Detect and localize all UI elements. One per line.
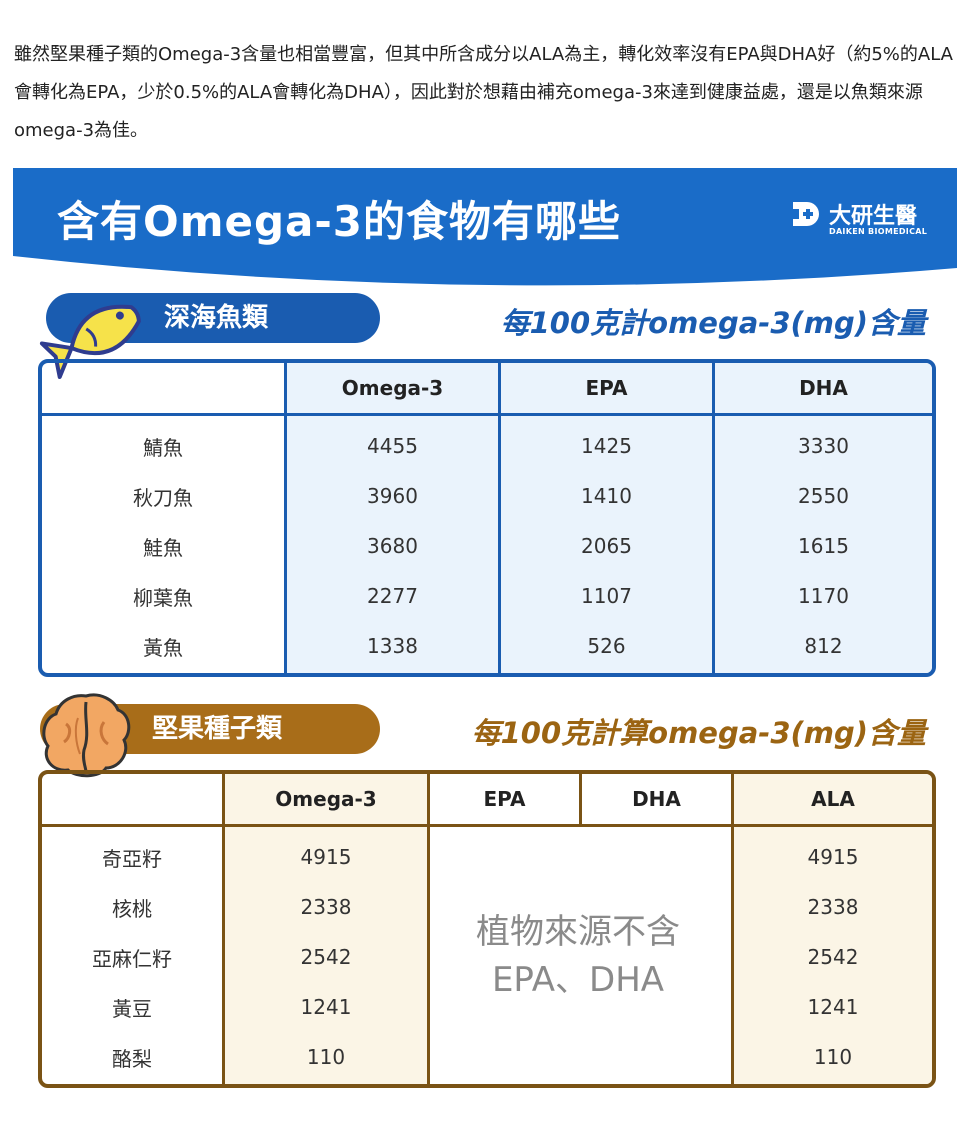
fish-table-divider: [712, 363, 715, 673]
nut-omega3-value: 2542: [300, 945, 352, 969]
fish-dha-value: 1615: [798, 534, 849, 558]
fish-epa-value: 526: [587, 634, 626, 658]
nut-table-header-rule: [42, 824, 932, 827]
banner-background: [13, 168, 957, 286]
fish-header-dha: DHA: [799, 376, 848, 400]
nut-name: 黃豆: [112, 996, 152, 1021]
nut-omega3-value: 110: [306, 1045, 346, 1069]
fish-name: 鮭魚: [143, 535, 183, 560]
fish-name: 柳葉魚: [133, 585, 193, 610]
nut-name: 核桃: [112, 896, 152, 921]
walnut-icon: [42, 693, 131, 778]
brand-subtitle: DAIKEN BIOMEDICAL: [829, 227, 928, 236]
nut-table-divider: [222, 774, 225, 1084]
banner-title: 含有Omega-3的食物有哪些: [57, 197, 622, 246]
plant-note-line2: EPA、DHA: [491, 960, 665, 1000]
fish-table-divider: [284, 363, 287, 673]
nut-unit-caption: 每100克計算omega-3(mg)含量: [471, 716, 926, 750]
nut-header-omega3: Omega-3: [275, 787, 377, 811]
fish-name: 黃魚: [143, 635, 183, 660]
fish-name: 鯖魚: [143, 435, 183, 460]
fish-unit-caption: 每100克計omega-3(mg)含量: [500, 306, 926, 340]
fish-epa-value: 1107: [581, 584, 632, 608]
fish-header-omega3: Omega-3: [341, 376, 444, 400]
brand-logo-block: 大研生醫 DAIKEN BIOMEDICAL: [789, 198, 949, 238]
nut-category-label: 堅果種子類: [152, 714, 283, 744]
fish-table-header-rule: [42, 413, 932, 416]
brand-logo-icon: [793, 202, 819, 226]
nut-omega3-value: 2338: [300, 895, 352, 919]
nut-header-ala: ALA: [811, 787, 855, 811]
nut-name: 亞麻仁籽: [92, 946, 172, 971]
nut-table: Omega-3 EPA DHA ALA 奇亞籽 4915 4915 核桃 233…: [38, 770, 936, 1088]
nut-header-epa: EPA: [483, 787, 526, 811]
fish-dha-value: 3330: [798, 434, 849, 458]
fish-header-epa: EPA: [585, 376, 628, 400]
fish-table-divider: [498, 363, 501, 673]
nut-ala-value: 1241: [807, 995, 859, 1019]
nut-table-divider: [427, 774, 430, 1084]
nut-omega3-value: 1241: [300, 995, 352, 1019]
fish-omega3-value: 3960: [367, 484, 418, 508]
brand-name: 大研生醫: [829, 204, 918, 229]
fish-category-label: 深海魚類: [164, 303, 269, 333]
nut-omega3-value: 4915: [300, 845, 352, 869]
nut-table-divider: [579, 774, 582, 824]
intro-paragraph: 雖然堅果種子類的Omega-3含量也相當豐富，但其中所含成分以ALA為主，轉化效…: [14, 44, 953, 141]
nut-header-dha: DHA: [632, 787, 681, 811]
fish-dha-value: 1170: [798, 584, 849, 608]
fish-omega3-value: 4455: [367, 434, 418, 458]
plant-note-line1: 植物來源不含: [476, 912, 680, 952]
fish-epa-value: 1425: [581, 434, 632, 458]
plant-source-note: 植物來源不含 EPA、DHA: [430, 908, 726, 1004]
nut-name: 奇亞籽: [102, 846, 162, 871]
nut-ala-value: 2338: [807, 895, 859, 919]
fish-omega3-value: 3680: [367, 534, 418, 558]
nut-ala-value: 2542: [807, 945, 859, 969]
fish-table: Omega-3 EPA DHA 鯖魚 4455 1425 3330 秋刀魚 39…: [38, 359, 936, 677]
fish-name: 秋刀魚: [133, 485, 193, 510]
banner: 含有Omega-3的食物有哪些 大研生醫 DAIKEN BIOMEDICAL: [13, 168, 957, 290]
nut-ala-value: 110: [813, 1045, 853, 1069]
fish-epa-value: 1410: [581, 484, 632, 508]
fish-dha-value: 2550: [798, 484, 849, 508]
nut-ala-value: 4915: [807, 845, 859, 869]
fish-epa-value: 2065: [581, 534, 632, 558]
fish-icon: [39, 304, 141, 380]
fish-omega3-value: 2277: [367, 584, 418, 608]
fish-dha-value: 812: [804, 634, 843, 658]
fish-omega3-value: 1338: [367, 634, 418, 658]
nut-table-divider: [731, 774, 734, 1084]
nut-name: 酪梨: [112, 1046, 152, 1071]
